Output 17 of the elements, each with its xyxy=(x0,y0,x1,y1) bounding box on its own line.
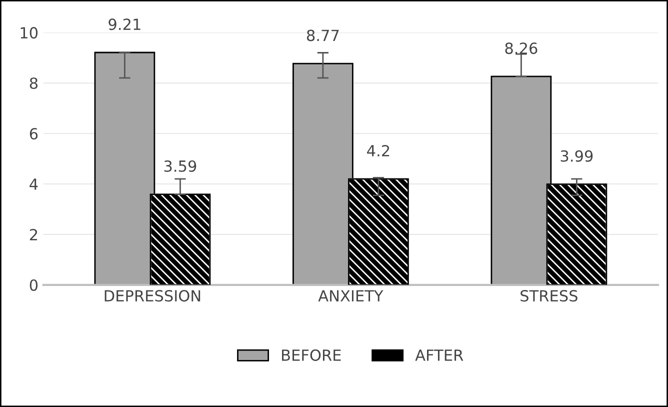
x-tick-label: STRESS xyxy=(520,290,578,302)
y-tick-label: 4 xyxy=(30,178,38,190)
y-tick-label: 10 xyxy=(20,27,38,39)
data-label: 9.21 xyxy=(108,18,140,30)
data-label: 3.99 xyxy=(560,150,593,162)
x-tick-label: ANXIETY xyxy=(318,290,384,302)
y-tick-label: 2 xyxy=(30,228,38,240)
data-label: 8.26 xyxy=(505,42,538,54)
data-label: 3.59 xyxy=(164,160,196,172)
legend-label: BEFORE xyxy=(282,349,341,361)
legend-label: AFTER xyxy=(415,350,464,361)
data-label: 8.77 xyxy=(306,30,339,42)
y-tick-label: 0 xyxy=(30,279,38,291)
y-tick-label: 6 xyxy=(30,128,38,140)
x-tick-label: DEPRESSION xyxy=(104,290,200,302)
data-label: 4.2 xyxy=(367,144,390,156)
y-tick-label: 8 xyxy=(30,77,38,90)
